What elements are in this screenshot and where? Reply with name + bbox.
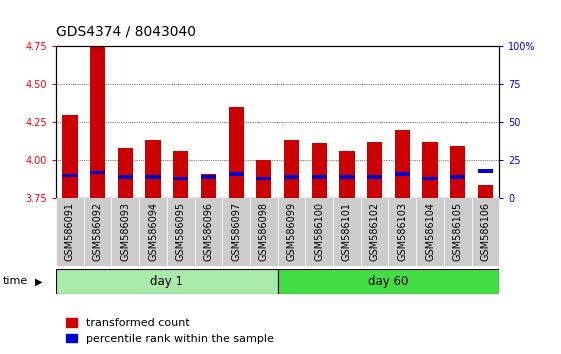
Bar xyxy=(167,198,195,266)
Bar xyxy=(284,175,299,179)
Bar xyxy=(450,175,466,179)
Bar xyxy=(90,46,105,198)
Bar xyxy=(305,198,333,266)
Bar xyxy=(472,198,499,266)
Text: GSM586096: GSM586096 xyxy=(204,202,213,261)
Bar xyxy=(118,148,133,198)
Bar xyxy=(256,177,272,180)
Bar xyxy=(195,198,222,266)
Text: GSM586095: GSM586095 xyxy=(176,202,186,261)
Bar xyxy=(173,177,188,180)
Bar xyxy=(139,198,167,266)
Bar xyxy=(339,175,355,179)
Bar xyxy=(311,143,327,198)
Bar xyxy=(395,130,410,198)
Bar xyxy=(444,198,472,266)
Bar xyxy=(222,198,250,266)
Bar xyxy=(145,175,160,179)
Text: time: time xyxy=(3,276,28,286)
Bar xyxy=(422,177,438,180)
Text: GSM586092: GSM586092 xyxy=(93,202,103,261)
Bar xyxy=(311,175,327,179)
Text: GSM586093: GSM586093 xyxy=(121,202,130,261)
Bar xyxy=(56,198,84,266)
Text: day 60: day 60 xyxy=(369,275,408,288)
Bar xyxy=(284,141,299,198)
Text: GDS4374 / 8043040: GDS4374 / 8043040 xyxy=(56,25,196,39)
Bar xyxy=(201,174,216,198)
Text: GSM586100: GSM586100 xyxy=(314,202,324,261)
Bar xyxy=(201,175,216,179)
Text: GSM586102: GSM586102 xyxy=(370,202,380,261)
Text: GSM586104: GSM586104 xyxy=(425,202,435,261)
Text: GSM586098: GSM586098 xyxy=(259,202,269,261)
Bar xyxy=(361,198,388,266)
Bar xyxy=(333,198,361,266)
Text: GSM586101: GSM586101 xyxy=(342,202,352,261)
Bar xyxy=(56,269,278,294)
Bar xyxy=(395,172,410,176)
Bar xyxy=(228,172,244,176)
Bar xyxy=(256,160,272,198)
Text: GSM586091: GSM586091 xyxy=(65,202,75,261)
Bar xyxy=(339,151,355,198)
Text: GSM586099: GSM586099 xyxy=(287,202,297,261)
Bar xyxy=(62,174,77,177)
Bar xyxy=(250,198,278,266)
Text: GSM586097: GSM586097 xyxy=(231,202,241,261)
Bar xyxy=(112,198,139,266)
Text: GSM586103: GSM586103 xyxy=(397,202,407,261)
Bar xyxy=(145,141,160,198)
Legend: transformed count, percentile rank within the sample: transformed count, percentile rank withi… xyxy=(62,314,278,348)
Bar xyxy=(278,269,499,294)
Bar xyxy=(173,151,188,198)
Bar xyxy=(278,198,305,266)
Bar xyxy=(478,169,493,172)
Bar xyxy=(422,142,438,198)
Bar xyxy=(450,147,466,198)
Bar xyxy=(367,142,382,198)
Bar xyxy=(90,171,105,174)
Text: GSM586106: GSM586106 xyxy=(480,202,490,261)
Text: GSM586105: GSM586105 xyxy=(453,202,463,261)
Text: GSM586094: GSM586094 xyxy=(148,202,158,261)
Bar xyxy=(388,198,416,266)
Bar xyxy=(118,175,133,179)
Text: day 1: day 1 xyxy=(150,275,183,288)
Bar xyxy=(367,175,382,179)
Bar xyxy=(478,184,493,198)
Bar xyxy=(228,107,244,198)
Bar xyxy=(84,198,112,266)
Bar xyxy=(62,115,77,198)
Bar xyxy=(416,198,444,266)
Text: ▶: ▶ xyxy=(35,276,43,286)
